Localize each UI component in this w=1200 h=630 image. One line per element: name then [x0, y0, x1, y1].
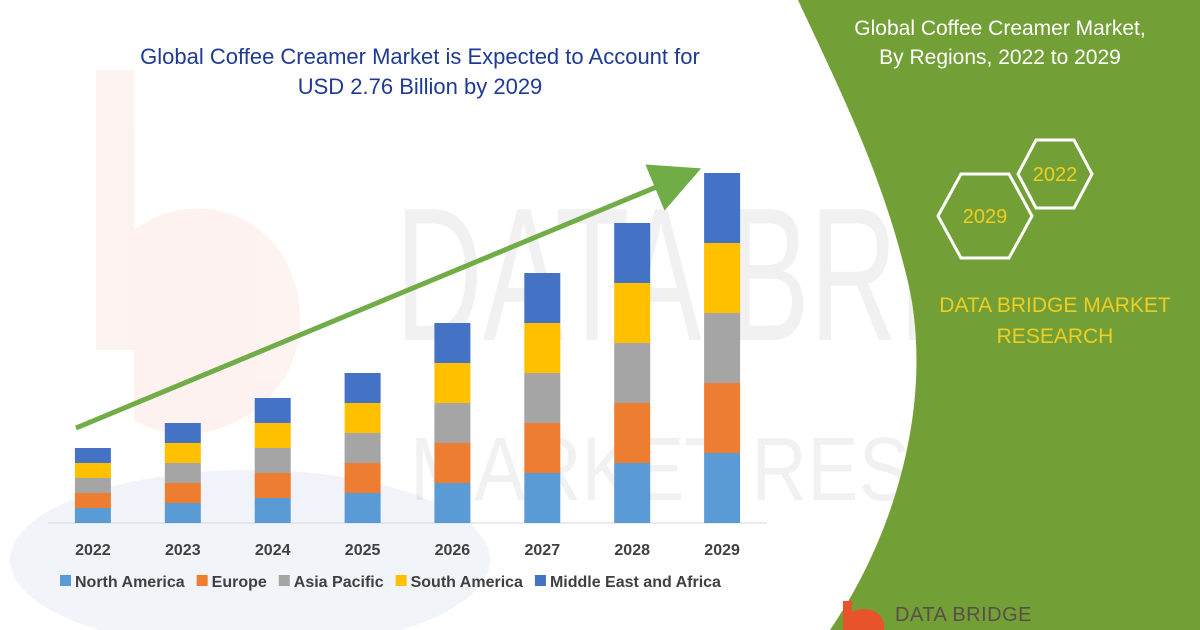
bar-segment-2027-middle-east-africa — [524, 273, 561, 323]
legend-swatch-north-america — [60, 575, 71, 586]
bar-segment-2025-europe — [344, 463, 381, 493]
bar-segment-2028-south-america — [614, 283, 651, 343]
legend-label-north-america: North America — [75, 574, 185, 591]
bar-segment-2024-middle-east-africa — [254, 398, 291, 423]
bar-segment-2029-south-america — [704, 243, 741, 313]
x-tick-label-2025: 2025 — [345, 542, 381, 559]
bar-segment-2023-south-america — [164, 443, 201, 463]
bar-segment-2024-asia-pacific — [254, 448, 291, 473]
bar-segment-2022-asia-pacific — [74, 478, 111, 493]
legend-swatch-asia-pacific — [278, 575, 290, 586]
legend-label-asia-pacific: Asia Pacific — [294, 574, 384, 591]
bar-segment-2028-north-america — [614, 463, 651, 523]
bar-segment-2022-north-america — [74, 508, 111, 523]
bar-segment-2025-middle-east-africa — [344, 373, 381, 403]
side-panel-title: Global Coffee Creamer Market, By Regions… — [830, 14, 1170, 72]
x-tick-label-2027: 2027 — [525, 542, 561, 559]
legend-swatch-europe — [196, 575, 208, 586]
bar-segment-2029-asia-pacific — [704, 313, 741, 383]
bar-segment-2027-europe — [524, 423, 561, 473]
legend: North America Europe Asia Pacific South Ame… — [60, 574, 721, 591]
bar-segment-2026-europe — [434, 443, 471, 483]
brand-name: DATA BRIDGE MARKET RESEARCH — [920, 290, 1190, 352]
legend-swatch-south-america — [395, 575, 407, 586]
side-panel-title-line1: Global Coffee Creamer Market, — [854, 17, 1146, 40]
bar-segment-2024-south-america — [254, 423, 291, 448]
bar-segment-2024-north-america — [254, 498, 291, 523]
chart-title-line1: Global Coffee Creamer Market is Expected… — [140, 44, 700, 69]
side-panel-title-line2: By Regions, 2022 to 2029 — [879, 46, 1121, 69]
bar-segment-2027-south-america — [524, 323, 561, 373]
chart-title: Global Coffee Creamer Market is Expected… — [90, 42, 750, 102]
bar-segment-2026-middle-east-africa — [434, 323, 471, 363]
bar-segment-2027-asia-pacific — [524, 373, 561, 423]
x-tick-label-2024: 2024 — [255, 542, 291, 559]
bar-segment-2028-middle-east-africa — [614, 223, 651, 283]
x-tick-label-2029: 2029 — [704, 542, 740, 559]
footer-brand-text: DATA BRIDGE — [895, 604, 1033, 626]
legend-label-south-america: South America — [411, 574, 523, 591]
legend-label-europe: Europe — [212, 574, 267, 591]
bar-segment-2025-south-america — [344, 403, 381, 433]
legend-swatch-middle-east-africa — [534, 575, 546, 586]
bar-segment-2028-europe — [614, 403, 651, 463]
footer-logo-icon — [843, 601, 885, 630]
bar-segment-2022-middle-east-africa — [74, 448, 111, 463]
brand-name-line2: RESEARCH — [996, 325, 1114, 348]
bar-group — [74, 173, 741, 523]
bar-segment-2022-europe — [74, 493, 111, 508]
bar-segment-2023-asia-pacific — [164, 463, 201, 483]
bar-segment-2029-middle-east-africa — [704, 173, 741, 243]
bar-segment-2028-asia-pacific — [614, 343, 651, 403]
bar-segment-2022-south-america — [74, 463, 111, 478]
bar-segment-2023-north-america — [164, 503, 201, 523]
bar-segment-2026-north-america — [434, 483, 471, 523]
trend-arrow — [75, 164, 702, 431]
bar-segment-2027-north-america — [524, 473, 561, 523]
legend-label-middle-east-africa: Middle East and Africa — [550, 574, 721, 591]
x-tick-label-2022: 2022 — [75, 542, 111, 559]
x-tick-label-2028: 2028 — [614, 542, 650, 559]
bar-segment-2026-asia-pacific — [434, 403, 471, 443]
bar-segment-2025-north-america — [344, 493, 381, 523]
bar-segment-2023-middle-east-africa — [164, 423, 201, 443]
x-axis-ticks: 2022 2023 2024 2025 2026 2027 2028 2029 — [75, 542, 740, 559]
x-tick-label-2023: 2023 — [165, 542, 201, 559]
bar-segment-2029-europe — [704, 383, 741, 453]
bar-segment-2025-asia-pacific — [344, 433, 381, 463]
bar-segment-2023-europe — [164, 483, 201, 503]
bar-segment-2024-europe — [254, 473, 291, 498]
bar-segment-2026-south-america — [434, 363, 471, 403]
hexagon-2022-icon — [1016, 138, 1094, 210]
bar-segment-2029-north-america — [704, 453, 741, 523]
hexagon-2029-label: 2029 — [963, 206, 1008, 228]
hexagon-2029-icon — [936, 172, 1034, 260]
side-panel — [798, 0, 1200, 630]
hexagon-2022-label: 2022 — [1033, 164, 1078, 186]
x-tick-label-2026: 2026 — [435, 542, 471, 559]
brand-name-line1: DATA BRIDGE MARKET — [939, 294, 1171, 317]
chart-title-line2: USD 2.76 Billion by 2029 — [297, 74, 543, 99]
